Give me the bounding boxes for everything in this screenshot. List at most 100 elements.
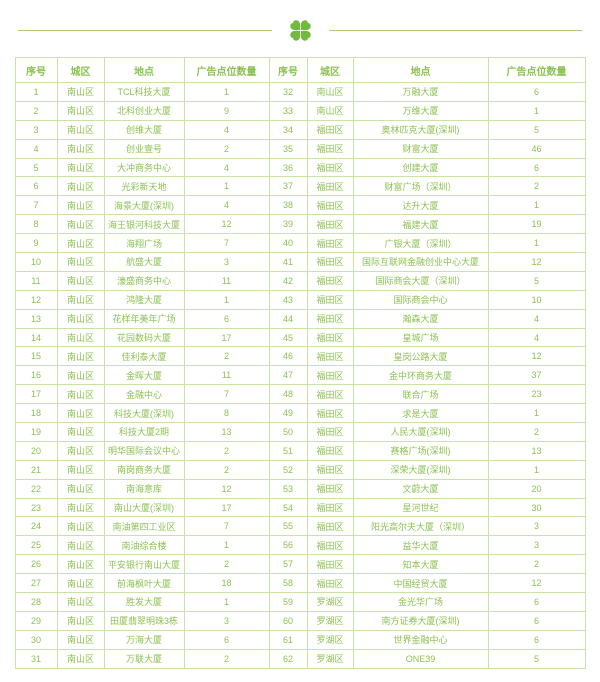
location-cell-left: 南油第四工业区 [103, 516, 185, 537]
serial-cell-left: 18 [14, 403, 58, 424]
location-cell-right: 益华大厦 [352, 535, 489, 556]
table-row: 9 南山区 海翔广场 7 40 福田区 广银大厦（深圳） 1 [14, 233, 586, 254]
location-cell-left: 海翔广场 [103, 233, 185, 254]
location-cell-right: 赛格广场(深圳) [352, 440, 489, 461]
table-row: 16 南山区 金晖大厦 11 47 福田区 金中环商务大厦 37 [14, 365, 586, 386]
location-cell-left: 科技大厦(深圳) [103, 403, 185, 424]
serial-cell-right: 59 [268, 592, 308, 612]
ad-count-cell-right: 5 [487, 648, 586, 669]
table-row: 17 南山区 金融中心 7 48 福田区 联合广场 23 [14, 384, 586, 405]
ad-count-cell-right: 6 [487, 82, 586, 102]
serial-cell-right: 46 [268, 346, 308, 367]
location-cell-left: 创维大厦 [103, 119, 185, 140]
serial-cell-right: 36 [268, 157, 308, 178]
district-cell-right: 福田区 [306, 346, 354, 367]
district-cell-right: 福田区 [306, 195, 354, 216]
district-cell-right: 福田区 [306, 440, 354, 461]
ad-count-cell-left: 18 [183, 573, 270, 594]
location-cell-left: 科技大厦2期 [103, 422, 185, 442]
serial-cell-right: 55 [268, 516, 308, 537]
column-header-location-right: 地点 [352, 57, 489, 83]
district-cell-left: 南山区 [56, 157, 105, 178]
ad-count-cell-left: 4 [183, 157, 270, 178]
serial-cell-left: 13 [14, 308, 58, 329]
ad-count-cell-right: 12 [487, 346, 586, 367]
location-cell-left: 胜发大厦 [103, 592, 185, 612]
table-row: 25 南山区 南油综合楼 1 56 福田区 益华大厦 3 [14, 535, 586, 556]
district-cell-left: 南山区 [56, 214, 105, 235]
table-row: 7 南山区 海景大厦(深圳) 4 38 福田区 达升大厦 1 [14, 195, 586, 216]
serial-cell-left: 8 [14, 214, 58, 235]
location-cell-right: 奥林匹克大厦(深圳) [352, 119, 489, 140]
location-cell-left: 明华国际会议中心 [103, 440, 185, 461]
ad-count-cell-right: 6 [487, 610, 586, 631]
serial-cell-left: 16 [14, 365, 58, 386]
ad-count-cell-right: 2 [487, 422, 586, 442]
ad-count-cell-right: 10 [487, 289, 586, 310]
district-cell-left: 南山区 [56, 459, 105, 480]
district-cell-right: 福田区 [306, 270, 354, 291]
serial-cell-left: 9 [14, 233, 58, 254]
header-divider [18, 0, 582, 43]
ad-count-cell-right: 3 [487, 535, 586, 556]
ad-count-cell-right: 30 [487, 497, 586, 518]
district-cell-right: 福田区 [306, 214, 354, 235]
location-cell-left: 花样年美年广场 [103, 308, 185, 329]
serial-cell-left: 22 [14, 478, 58, 499]
district-cell-right: 福田区 [306, 497, 354, 518]
location-cell-right: ONE39 [352, 648, 489, 669]
location-cell-left: 万海大厦 [103, 629, 185, 650]
district-cell-left: 南山区 [56, 422, 105, 442]
serial-cell-right: 54 [268, 497, 308, 518]
district-cell-right: 罗湖区 [306, 648, 354, 669]
ad-count-cell-right: 1 [487, 100, 586, 121]
serial-cell-left: 15 [14, 346, 58, 367]
district-cell-left: 南山区 [56, 497, 105, 518]
ad-count-cell-right: 13 [487, 440, 586, 461]
table-row: 4 南山区 创业壹号 2 35 福田区 财富大厦 46 [14, 138, 586, 159]
ad-count-cell-right: 3 [487, 516, 586, 537]
serial-cell-right: 60 [268, 610, 308, 631]
serial-cell-right: 37 [268, 176, 308, 197]
district-cell-right: 福田区 [306, 478, 354, 499]
serial-cell-right: 51 [268, 440, 308, 461]
location-cell-right: 瀚森大厦 [352, 308, 489, 329]
location-cell-right: 皇岗公路大厦 [352, 346, 489, 367]
location-cell-left: 万联大厦 [103, 648, 185, 669]
district-cell-right: 福田区 [306, 459, 354, 480]
table-row: 20 南山区 明华国际会议中心 2 51 福田区 赛格广场(深圳) 13 [14, 440, 586, 461]
serial-cell-right: 56 [268, 535, 308, 556]
serial-cell-left: 20 [14, 440, 58, 461]
serial-cell-right: 38 [268, 195, 308, 216]
ad-count-cell-left: 2 [183, 440, 270, 461]
district-cell-left: 南山区 [56, 535, 105, 556]
district-cell-left: 南山区 [56, 233, 105, 254]
location-cell-left: 濠盛商务中心 [103, 270, 185, 291]
district-cell-left: 南山区 [56, 346, 105, 367]
district-cell-left: 南山区 [56, 365, 105, 386]
location-cell-right: 福建大厦 [352, 214, 489, 235]
ad-count-cell-left: 4 [183, 119, 270, 140]
column-header-serial-right: 序号 [268, 57, 308, 83]
district-cell-right: 福田区 [306, 554, 354, 575]
district-cell-left: 南山区 [56, 176, 105, 197]
location-cell-left: 田厦翡翠明珠3栋 [103, 610, 185, 631]
column-header-location-left: 地点 [103, 57, 185, 83]
ad-count-cell-right: 1 [487, 403, 586, 424]
location-cell-left: 创业壹号 [103, 138, 185, 159]
ad-count-cell-left: 7 [183, 233, 270, 254]
serial-cell-right: 61 [268, 629, 308, 650]
district-cell-right: 福田区 [306, 535, 354, 556]
district-cell-right: 罗湖区 [306, 592, 354, 612]
ad-count-cell-right: 12 [487, 252, 586, 272]
location-cell-left: 北科创业大厦 [103, 100, 185, 121]
district-cell-right: 福田区 [306, 365, 354, 386]
district-cell-left: 南山区 [56, 478, 105, 499]
serial-cell-left: 10 [14, 252, 58, 272]
serial-cell-left: 17 [14, 384, 58, 405]
location-cell-left: 花园数码大厦 [103, 327, 185, 348]
ad-count-cell-right: 1 [487, 233, 586, 254]
district-cell-left: 南山区 [56, 516, 105, 537]
ad-count-cell-right: 19 [487, 214, 586, 235]
district-cell-left: 南山区 [56, 138, 105, 159]
